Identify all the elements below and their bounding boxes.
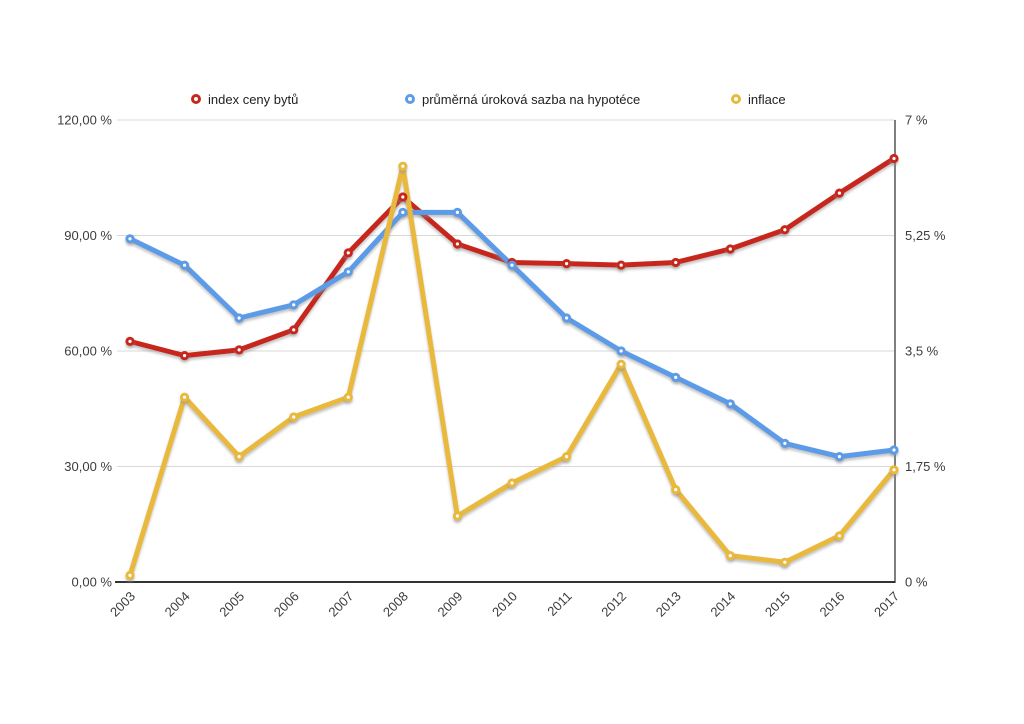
data-point-center [292, 328, 296, 332]
data-point-center [292, 303, 296, 307]
series-points-2 [125, 161, 899, 581]
y-axis-left-label: 120,00 % [57, 113, 112, 128]
series-line-0 [127, 156, 897, 359]
data-point-center [619, 263, 623, 267]
x-axis-label: 2008 [380, 589, 411, 620]
x-axis-label: 2017 [871, 589, 902, 620]
data-point-center [728, 554, 732, 558]
data-point-center [128, 339, 132, 343]
data-point-center [564, 316, 569, 320]
legend-item: inflace [731, 91, 786, 107]
y-axis-right-label: 3,5 % [905, 344, 939, 359]
data-point-center [892, 448, 896, 452]
y-axis-right-label: 5,25 % [905, 228, 946, 243]
y-axis-left-label: 30,00 % [64, 459, 112, 474]
data-point-center [674, 260, 678, 265]
y-axis-left-label: 90,00 % [64, 228, 112, 243]
data-point-center [237, 348, 241, 352]
x-axis-label: 2010 [489, 589, 520, 620]
data-point-center [674, 375, 678, 379]
data-point-center [401, 164, 405, 168]
legend-label: průměrná úroková sazba na hypotéce [422, 91, 641, 107]
series-points-1 [125, 207, 899, 462]
legend-label: inflace [748, 91, 786, 107]
data-point-center [892, 468, 896, 472]
data-point-center [237, 455, 241, 459]
data-point-center [564, 262, 569, 266]
series-points-0 [125, 153, 899, 361]
data-point-center [292, 415, 296, 419]
data-point-center [401, 195, 405, 199]
x-axis-label: 2007 [325, 589, 356, 620]
legend-item: index ceny bytů [191, 91, 298, 107]
x-axis-label: 2006 [271, 589, 302, 620]
data-point-center [510, 481, 514, 485]
data-point-center [837, 534, 842, 538]
y-axis-right-label: 7 % [905, 113, 928, 128]
y-axis-right-label: 0 % [905, 575, 928, 590]
data-point-center [837, 191, 842, 195]
x-axis-label: 2015 [762, 589, 793, 620]
data-point-center [455, 514, 460, 518]
x-axis-label: 2016 [816, 589, 847, 620]
legend-item: průměrná úroková sazba na hypotéce [405, 91, 640, 107]
legend-marker-icon [731, 94, 741, 104]
legend-label: index ceny bytů [208, 91, 299, 107]
data-point-center [892, 156, 896, 161]
x-axis-label: 2003 [107, 589, 138, 620]
data-point-center [619, 349, 623, 353]
data-point-center [346, 270, 350, 274]
data-point-center [128, 573, 132, 578]
series-line-1 [127, 209, 897, 460]
data-point-center [728, 402, 732, 406]
data-point-center [837, 455, 842, 459]
data-point-center [346, 395, 350, 399]
data-point-center [674, 488, 678, 492]
x-axis-label: 2005 [216, 589, 247, 620]
data-point-center [182, 395, 187, 399]
data-point-center [564, 455, 569, 459]
data-point-center [510, 263, 514, 267]
y-axis-right-label: 1,75 % [905, 459, 946, 474]
y-axis-left-label: 60,00 % [64, 344, 112, 359]
y-axis-left-label: 0,00 % [72, 575, 113, 590]
data-point-center [237, 316, 241, 320]
legend-marker-icon [405, 94, 415, 104]
x-axis-label: 2013 [653, 589, 684, 620]
data-point-center [455, 242, 460, 246]
data-point-center [783, 228, 787, 232]
x-axis-label: 2014 [707, 589, 738, 620]
data-point-center [182, 263, 187, 267]
data-point-center [182, 354, 187, 358]
x-axis-label: 2009 [434, 589, 465, 620]
series-line-2 [127, 163, 897, 578]
data-point-center [619, 362, 623, 366]
data-point-center [728, 247, 732, 251]
legend-marker-icon [191, 94, 201, 104]
data-point-center [783, 560, 787, 564]
data-point-center [401, 210, 405, 214]
chart-legend: index ceny bytů průměrná úroková sazba na… [0, 0, 1024, 107]
data-point-center [346, 251, 350, 255]
data-point-center [128, 237, 132, 241]
x-axis-label: 2004 [162, 589, 193, 620]
x-axis-label: 2011 [544, 589, 574, 619]
x-axis-label: 2012 [598, 589, 629, 620]
data-point-center [455, 210, 460, 214]
data-point-center [783, 441, 787, 445]
